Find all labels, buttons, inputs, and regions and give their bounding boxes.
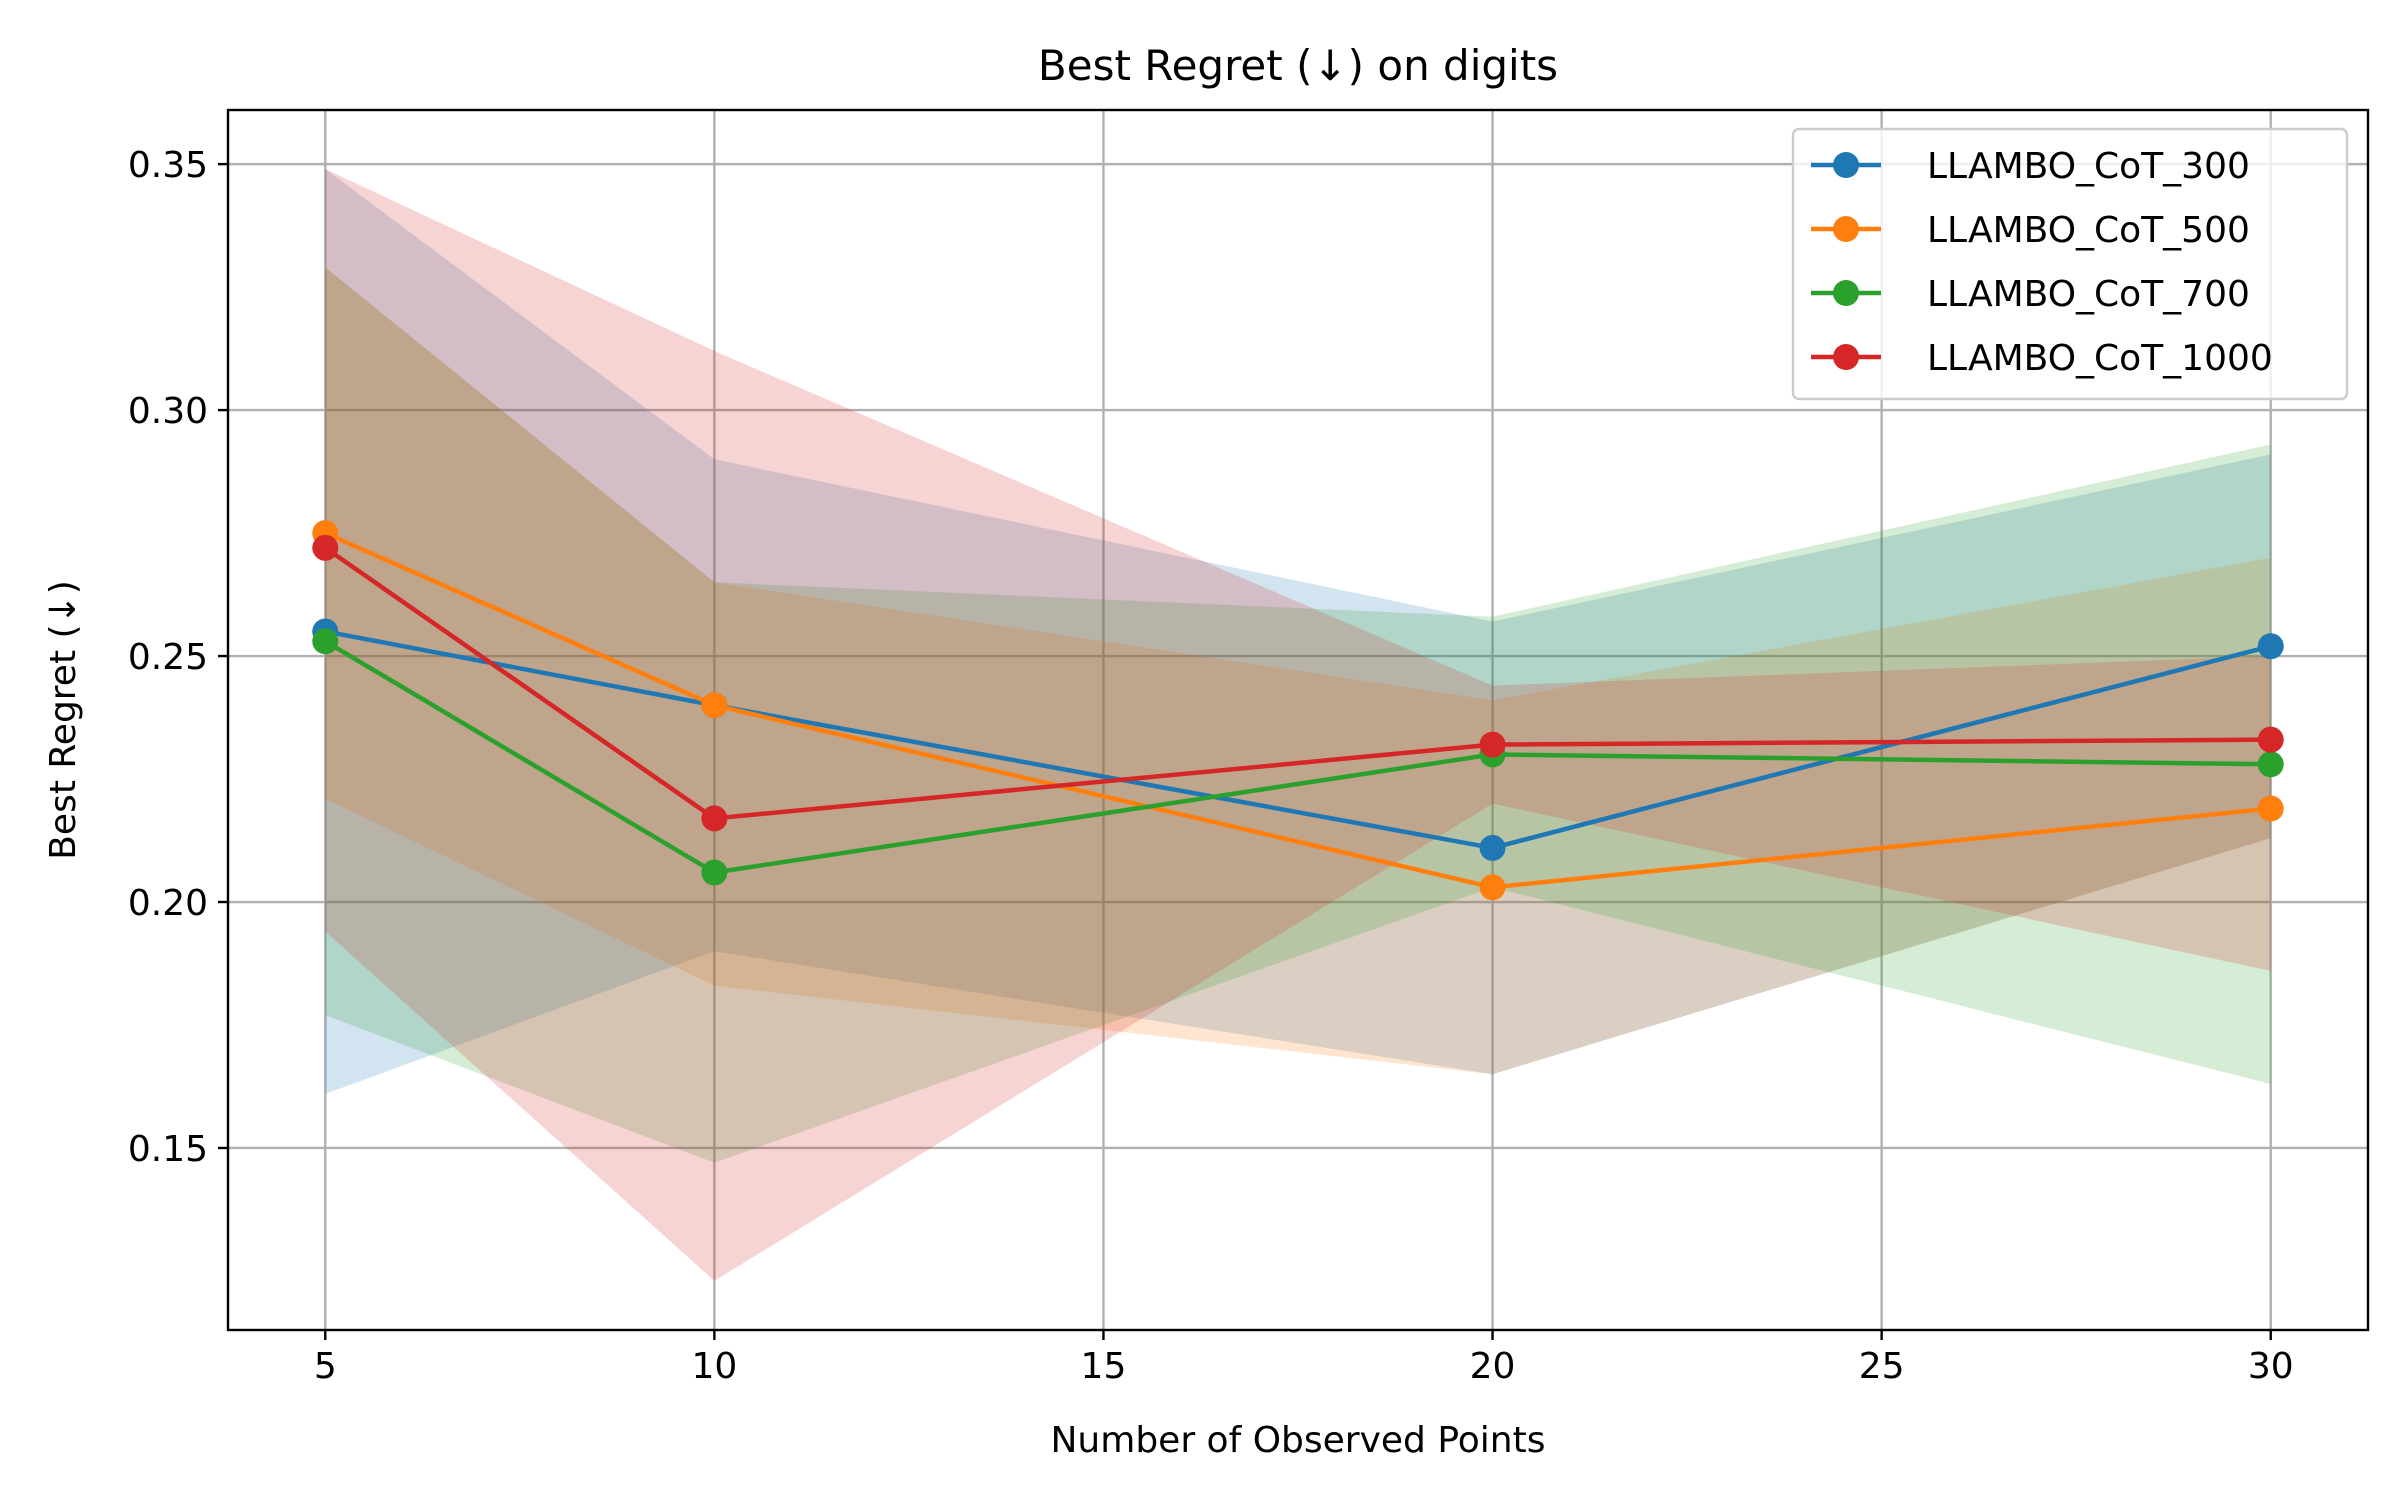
point-LLAMBO_CoT_300 bbox=[2257, 633, 2284, 660]
x-tick-label: 10 bbox=[691, 1346, 737, 1387]
y-axis-ticks: 0.15 0.20 0.25 0.30 0.35 bbox=[128, 145, 228, 1170]
point-LLAMBO_CoT_1000 bbox=[312, 534, 339, 561]
x-tick-label: 20 bbox=[1470, 1346, 1516, 1387]
band-LLAMBO_CoT_1000 bbox=[325, 169, 2271, 1281]
legend-swatch-marker bbox=[1833, 344, 1859, 370]
legend-label: LLAMBO_CoT_500 bbox=[1927, 210, 2250, 251]
confidence-bands bbox=[325, 169, 2271, 1281]
point-LLAMBO_CoT_300 bbox=[1479, 834, 1506, 861]
legend-label: LLAMBO_CoT_700 bbox=[1927, 274, 2250, 315]
legend: LLAMBO_CoT_300 LLAMBO_CoT_500 LLAMBO_CoT_7… bbox=[1791, 127, 2349, 401]
line-LLAMBO_CoT_300 bbox=[324, 629, 2272, 851]
y-tick-label: 0.20 bbox=[128, 883, 208, 924]
point-LLAMBO_CoT_1000 bbox=[2257, 726, 2284, 753]
legend-swatch-marker bbox=[1833, 152, 1859, 178]
series-markers bbox=[312, 520, 2284, 901]
point-LLAMBO_CoT_1000 bbox=[701, 805, 728, 832]
x-tick-label: 5 bbox=[314, 1346, 337, 1387]
x-tick-label: 25 bbox=[1859, 1346, 1905, 1387]
point-LLAMBO_CoT_500 bbox=[701, 692, 728, 719]
x-axis-label: Number of Observed Points bbox=[1051, 1420, 1546, 1461]
line-LLAMBO_CoT_700 bbox=[324, 639, 2271, 875]
x-axis-ticks: 5 10 15 20 25 30 bbox=[314, 1330, 2294, 1387]
plot-frame bbox=[226, 108, 2370, 1332]
legend-swatch-marker bbox=[1833, 280, 1859, 306]
point-LLAMBO_CoT_700 bbox=[701, 859, 728, 886]
x-tick-label: 30 bbox=[2248, 1346, 2294, 1387]
y-axis-label: Best Regret (↓) bbox=[43, 580, 84, 860]
y-tick-label: 0.25 bbox=[128, 637, 208, 678]
band-LLAMBO_CoT_300 bbox=[325, 169, 2271, 1094]
legend-label: LLAMBO_CoT_1000 bbox=[1927, 338, 2273, 379]
line-LLAMBO_CoT_1000 bbox=[323, 545, 2271, 821]
point-LLAMBO_CoT_700 bbox=[312, 628, 339, 655]
y-tick-label: 0.30 bbox=[128, 391, 208, 432]
point-LLAMBO_CoT_1000 bbox=[1479, 731, 1506, 758]
legend-box bbox=[1791, 127, 2349, 401]
series-lines bbox=[323, 531, 2272, 890]
point-LLAMBO_CoT_700 bbox=[2257, 751, 2284, 778]
x-tick-label: 15 bbox=[1081, 1346, 1127, 1387]
point-LLAMBO_CoT_500 bbox=[2257, 795, 2284, 822]
legend-label: LLAMBO_CoT_300 bbox=[1927, 146, 2250, 187]
band-LLAMBO_CoT_700 bbox=[325, 267, 2271, 1163]
legend-swatch-marker bbox=[1833, 216, 1859, 242]
band-LLAMBO_CoT_500 bbox=[325, 267, 2271, 1075]
line-LLAMBO_CoT_500 bbox=[324, 531, 2271, 890]
y-tick-label: 0.15 bbox=[128, 1129, 208, 1170]
point-LLAMBO_CoT_500 bbox=[1479, 874, 1506, 901]
y-tick-label: 0.35 bbox=[128, 145, 208, 186]
chart-title: Best Regret (↓) on digits bbox=[1038, 41, 1558, 90]
